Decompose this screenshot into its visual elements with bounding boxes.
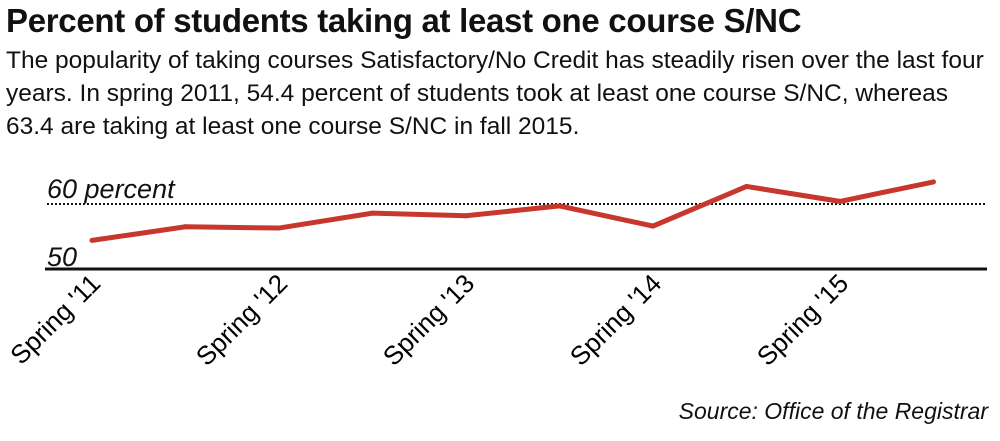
data-point: [837, 198, 843, 204]
data-point: [183, 224, 188, 230]
chart-subtitle: The popularity of taking courses Satisfa…: [6, 47, 984, 140]
x-tick-label: Spring '13: [377, 268, 480, 371]
data-point: [650, 223, 656, 229]
data-point: [931, 179, 936, 185]
x-tick-label: Spring '12: [190, 268, 293, 371]
chart-title: Percent of students taking at least one …: [6, 2, 802, 39]
x-tick-label: Spring '11: [4, 268, 106, 370]
y-label-50: 50: [47, 242, 77, 272]
y-label-60: 60 percent: [47, 174, 176, 204]
x-tick-label: Spring '14: [564, 268, 667, 371]
data-point: [463, 213, 469, 219]
data-point: [744, 183, 749, 189]
data-point: [370, 210, 375, 216]
series-line: [91, 179, 935, 243]
data-point: [276, 225, 282, 231]
data-point: [89, 237, 95, 243]
data-point: [557, 203, 562, 209]
source-note: Source: Office of the Registrar: [678, 398, 988, 424]
x-tick-label: Spring '15: [751, 268, 854, 371]
